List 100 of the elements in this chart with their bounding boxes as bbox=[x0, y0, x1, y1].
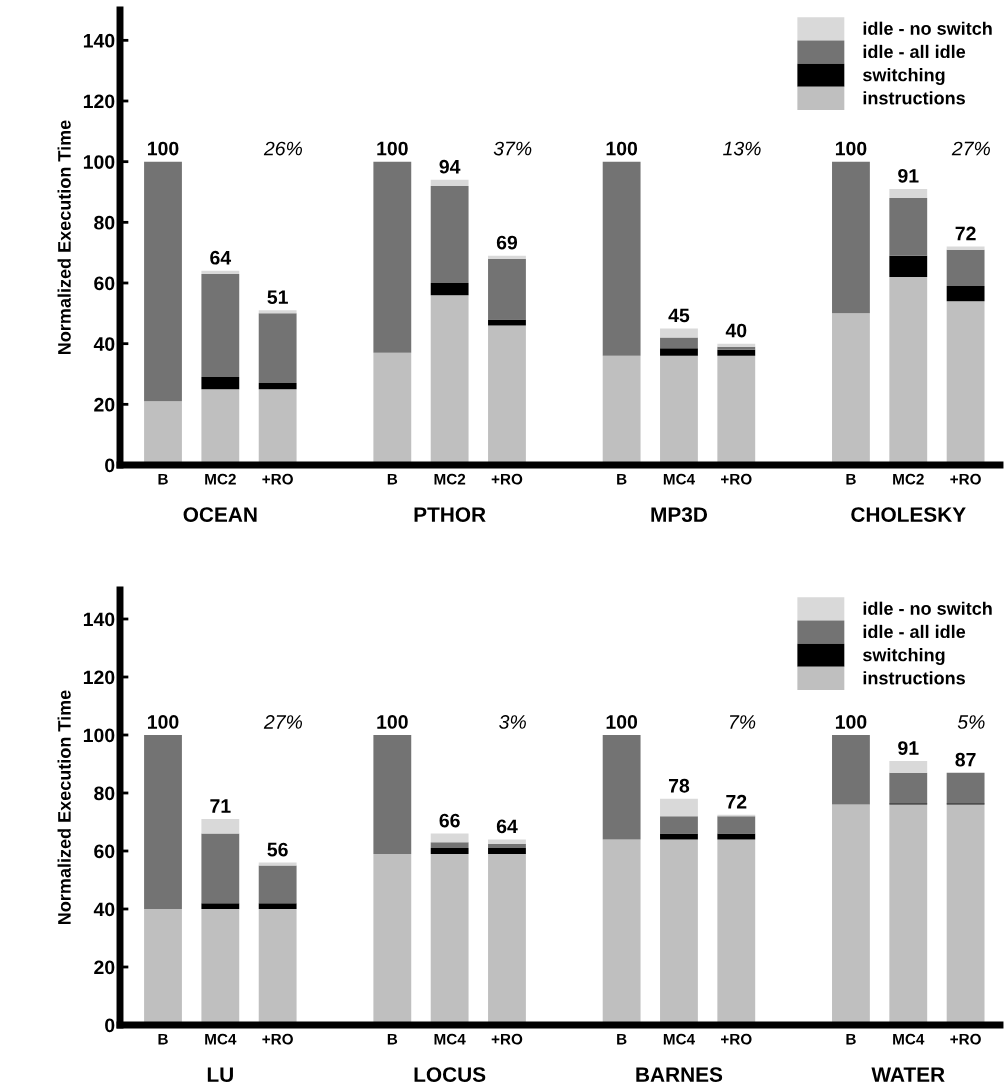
bar bbox=[832, 161, 870, 314]
legend-label: idle - no switch bbox=[863, 601, 992, 615]
bar bbox=[430, 853, 469, 1025]
annotation: 3% bbox=[499, 715, 526, 729]
bar bbox=[430, 185, 469, 283]
text: CHOLESKY bbox=[851, 507, 966, 522]
total-label: 100 bbox=[148, 715, 179, 729]
bar bbox=[946, 249, 985, 287]
x-tick-label: B bbox=[158, 473, 168, 485]
annotation: 13% bbox=[723, 141, 761, 156]
legend-label: idle - all idle bbox=[863, 44, 966, 59]
annotation: 27% bbox=[263, 715, 303, 729]
total-label: 100 bbox=[606, 715, 638, 729]
total-label: 100 bbox=[835, 141, 867, 156]
bar bbox=[201, 909, 240, 1025]
bar bbox=[488, 853, 526, 1025]
x-tick-label: MC4 bbox=[663, 1033, 695, 1045]
total-label: 56 bbox=[267, 842, 288, 857]
total-label: 78 bbox=[668, 778, 690, 793]
bar bbox=[144, 909, 182, 1025]
total-label: 100 bbox=[377, 715, 408, 729]
bar bbox=[602, 839, 641, 1025]
total-label: 100 bbox=[377, 141, 408, 156]
x-tick-label: +RO bbox=[262, 473, 293, 485]
total-label: 87 bbox=[955, 752, 976, 767]
bar bbox=[889, 804, 928, 1025]
total-label: 100 bbox=[606, 141, 638, 156]
x-tick-label: B bbox=[158, 1033, 168, 1045]
x-tick-label: +RO bbox=[721, 1033, 752, 1045]
bar bbox=[430, 295, 469, 465]
bar bbox=[660, 337, 698, 349]
y-axis-title: Normalized Execution Time bbox=[57, 690, 71, 925]
total-label: 69 bbox=[496, 235, 518, 250]
bar bbox=[717, 355, 756, 465]
x-tick-label: +RO bbox=[262, 1033, 293, 1045]
bar bbox=[258, 909, 297, 1025]
bar bbox=[889, 276, 928, 465]
x-tick-label: MC4 bbox=[205, 1033, 237, 1045]
x-tick-label: +RO bbox=[491, 1033, 523, 1045]
y-tick-label: 140 bbox=[83, 612, 115, 627]
bar bbox=[144, 401, 182, 465]
y-tick-label: 60 bbox=[94, 844, 115, 859]
total-label: 51 bbox=[267, 290, 288, 305]
bar bbox=[602, 735, 641, 840]
x-tick-label: B bbox=[617, 1033, 627, 1045]
bar bbox=[660, 816, 698, 834]
bar bbox=[258, 313, 297, 384]
bar bbox=[144, 735, 182, 909]
bar bbox=[430, 833, 469, 843]
bar bbox=[201, 903, 240, 909]
y-axis-title: Normalized Execution Time bbox=[57, 120, 71, 355]
bar bbox=[258, 383, 297, 390]
total-label: 100 bbox=[148, 141, 179, 156]
y-tick-label: 140 bbox=[83, 33, 115, 48]
bar bbox=[717, 816, 756, 834]
total-label: 40 bbox=[725, 323, 747, 338]
y-tick-label: 60 bbox=[94, 276, 115, 291]
bar bbox=[201, 273, 240, 378]
bar bbox=[660, 328, 698, 338]
annotation: 37% bbox=[493, 141, 532, 156]
bar bbox=[201, 389, 240, 465]
bar bbox=[889, 761, 928, 773]
bar bbox=[373, 161, 412, 353]
total-label: 94 bbox=[439, 159, 461, 174]
bar bbox=[488, 319, 526, 326]
y-tick-label: 120 bbox=[83, 94, 115, 109]
bar bbox=[430, 842, 469, 849]
annotation: 27% bbox=[951, 141, 990, 156]
bar bbox=[660, 798, 698, 817]
x-tick-label: +RO bbox=[721, 473, 752, 485]
total-label: 71 bbox=[210, 799, 231, 813]
y-tick-label: 20 bbox=[94, 397, 115, 412]
bar bbox=[946, 246, 985, 250]
total-label: 45 bbox=[668, 308, 690, 323]
bar bbox=[373, 735, 412, 854]
total-label: 100 bbox=[835, 715, 867, 729]
bar bbox=[946, 772, 985, 804]
bar bbox=[889, 772, 928, 804]
text: MP3D bbox=[651, 507, 708, 522]
bar bbox=[258, 865, 297, 904]
legend-label: switching bbox=[863, 648, 945, 665]
bar bbox=[832, 804, 870, 1025]
bar bbox=[488, 325, 526, 465]
bar bbox=[201, 377, 240, 390]
x-tick-label: B bbox=[617, 473, 627, 485]
bar bbox=[946, 286, 985, 302]
total-label: 64 bbox=[210, 250, 232, 265]
y-tick-label: 80 bbox=[94, 786, 115, 801]
y-tick-label: 40 bbox=[93, 337, 115, 351]
annotation: 5% bbox=[957, 715, 985, 729]
total-label: 64 bbox=[496, 819, 518, 834]
bar bbox=[717, 839, 756, 1025]
x-tick-label: B bbox=[846, 1033, 856, 1045]
bar bbox=[602, 161, 641, 356]
bar bbox=[430, 283, 469, 296]
bar bbox=[258, 903, 297, 909]
legend-label: instructions bbox=[863, 671, 965, 685]
x-tick-label: MC2 bbox=[893, 473, 924, 485]
bar bbox=[660, 839, 698, 1025]
bar bbox=[488, 839, 526, 844]
